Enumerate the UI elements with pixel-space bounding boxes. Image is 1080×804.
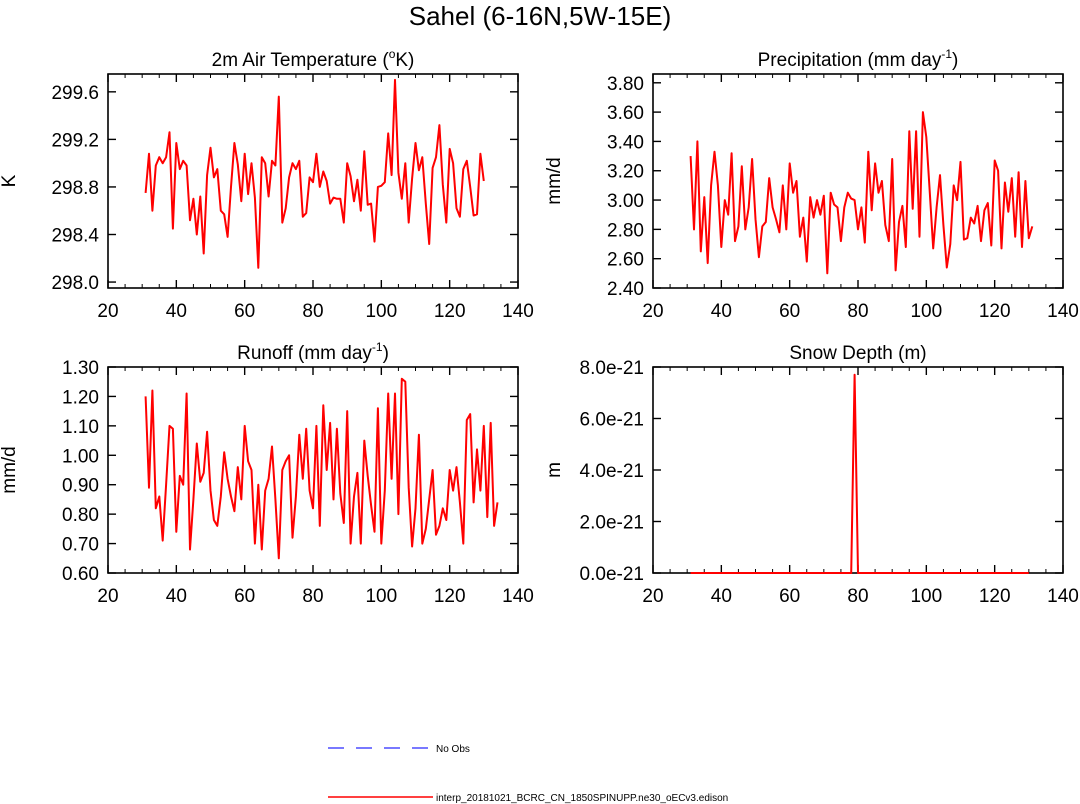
chart-panel-3: Runoff (mm day-1) 20 40 60 80 100 120 140 0.60 0.… bbox=[0, 340, 534, 607]
y-tick-label: 0.80 bbox=[62, 505, 99, 526]
y-tick-label: 3.00 bbox=[607, 191, 644, 212]
y-tick-label: 299.2 bbox=[51, 130, 99, 151]
series-line bbox=[144, 377, 499, 560]
chart-title-after: K) bbox=[395, 50, 414, 71]
x-tick-label: 60 bbox=[779, 301, 800, 322]
chart-title-main: Precipitation (mm day bbox=[758, 50, 942, 71]
chart-title: Runoff (mm day-1) bbox=[237, 340, 389, 364]
x-tick-label: 40 bbox=[166, 586, 187, 607]
x-tick-label: 40 bbox=[166, 301, 187, 322]
y-tick-label: 0.60 bbox=[62, 564, 99, 585]
x-tick-label: 120 bbox=[434, 301, 466, 322]
series-line bbox=[144, 78, 485, 269]
chart-title: Precipitation (mm day-1) bbox=[758, 47, 959, 71]
x-tick-label: 60 bbox=[234, 301, 255, 322]
y-axis-label: mm/d bbox=[544, 157, 565, 205]
x-tick-label: 100 bbox=[365, 301, 397, 322]
y-tick-label: 2.0e-21 bbox=[580, 513, 644, 534]
x-tick-label: 20 bbox=[642, 586, 663, 607]
chart-title-sup: -1 bbox=[372, 340, 383, 354]
x-tick-label: 100 bbox=[365, 586, 397, 607]
x-tick-label: 80 bbox=[302, 301, 323, 322]
y-tick-label: 0.0e-21 bbox=[580, 564, 644, 585]
x-tick-label: 100 bbox=[910, 301, 942, 322]
legend-label-model: interp_20181021_BCRC_CN_1850SPINUPP.ne30… bbox=[436, 793, 728, 804]
y-tick-label: 6.0e-21 bbox=[580, 410, 644, 431]
chart-title: 2m Air Temperature (oK) bbox=[212, 47, 415, 71]
x-tick-label: 140 bbox=[1047, 301, 1079, 322]
y-tick-label: 299.6 bbox=[51, 83, 99, 104]
x-tick-label: 120 bbox=[979, 301, 1011, 322]
y-axis-label: m bbox=[544, 462, 565, 478]
y-tick-label: 4.0e-21 bbox=[580, 461, 644, 482]
chart-title-after: ) bbox=[383, 343, 389, 364]
y-tick-label: 1.00 bbox=[62, 446, 99, 467]
chart-panel-1: 2m Air Temperature (oK) 20 40 60 80 100 120 140… bbox=[0, 47, 534, 322]
y-tick-label: 3.60 bbox=[607, 103, 644, 124]
x-tick-label: 20 bbox=[97, 301, 118, 322]
plot-frame bbox=[652, 73, 1064, 289]
y-tick-label: 0.90 bbox=[62, 476, 99, 497]
x-tick-label: 40 bbox=[711, 301, 732, 322]
y-tick-label: 1.20 bbox=[62, 387, 99, 408]
y-axis-label: K bbox=[0, 174, 20, 187]
y-tick-label: 2.60 bbox=[607, 250, 644, 271]
y-tick-label: 8.0e-21 bbox=[580, 358, 644, 379]
chart-panel-2: Precipitation (mm day-1) 20 40 60 80 100 120 14… bbox=[544, 47, 1079, 322]
chart-title: Snow Depth (m) bbox=[789, 343, 926, 364]
y-tick-label: 3.20 bbox=[607, 162, 644, 183]
x-tick-label: 100 bbox=[910, 586, 942, 607]
panels: 2m Air Temperature (oK)20 40 60 80 100 120 140… bbox=[0, 47, 1079, 607]
y-tick-label: 3.40 bbox=[607, 132, 644, 153]
x-tick-label: 60 bbox=[234, 586, 255, 607]
x-tick-label: 60 bbox=[779, 586, 800, 607]
series-line bbox=[689, 111, 1034, 275]
y-tick-label: 3.80 bbox=[607, 74, 644, 95]
x-tick-label: 140 bbox=[502, 301, 534, 322]
x-tick-label: 140 bbox=[502, 586, 534, 607]
x-tick-label: 40 bbox=[711, 586, 732, 607]
x-tick-label: 80 bbox=[847, 301, 868, 322]
y-axis-label: mm/d bbox=[0, 446, 20, 494]
x-tick-label: 120 bbox=[434, 586, 466, 607]
chart-title-main: Runoff (mm day bbox=[237, 343, 372, 364]
chart-panel-4: Snow Depth (m) 20 40 60 80 100 120 140 0.0e-21 2.… bbox=[544, 343, 1079, 607]
x-tick-label: 20 bbox=[97, 586, 118, 607]
y-tick-label: 298.4 bbox=[51, 226, 99, 247]
chart-title-main: 2m Air Temperature ( bbox=[212, 50, 390, 71]
legend: No Obs interp_20181021_BCRC_CN_1850SPINU… bbox=[328, 744, 728, 804]
series-line bbox=[690, 373, 1029, 574]
figure-title: Sahel (6-16N,5W-15E) bbox=[409, 1, 672, 31]
legend-label-no-obs: No Obs bbox=[436, 744, 470, 755]
chart-title-sup: o bbox=[389, 47, 396, 61]
chart-title-after: ) bbox=[952, 50, 958, 71]
y-tick-label: 1.10 bbox=[62, 417, 99, 438]
x-tick-label: 20 bbox=[642, 301, 663, 322]
x-tick-label: 80 bbox=[847, 586, 868, 607]
y-tick-label: 1.30 bbox=[62, 358, 99, 379]
chart-title-main: Snow Depth (m) bbox=[789, 343, 926, 364]
y-tick-label: 298.0 bbox=[51, 273, 99, 294]
y-tick-label: 2.80 bbox=[607, 220, 644, 241]
x-tick-label: 120 bbox=[979, 586, 1011, 607]
y-tick-label: 298.8 bbox=[51, 178, 99, 199]
y-tick-label: 0.70 bbox=[62, 535, 99, 556]
x-tick-label: 140 bbox=[1047, 586, 1079, 607]
chart-title-sup: -1 bbox=[941, 47, 952, 61]
x-tick-label: 80 bbox=[302, 586, 323, 607]
y-tick-label: 2.40 bbox=[607, 279, 644, 300]
